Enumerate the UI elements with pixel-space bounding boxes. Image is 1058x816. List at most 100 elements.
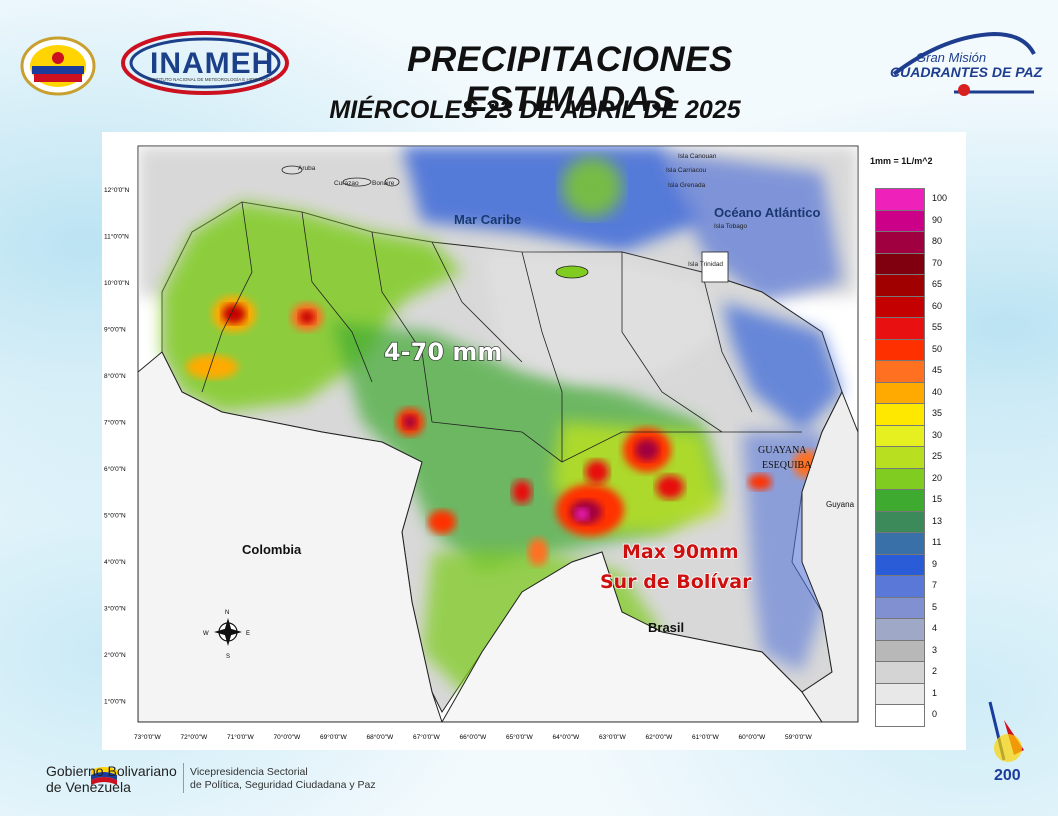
legend-swatch: 40: [875, 381, 942, 403]
label-esequiba: ESEQUIBA: [762, 460, 812, 471]
gobierno-flag-logo: [91, 767, 117, 785]
legend-swatch: 0: [875, 704, 937, 727]
label-canouan: Isla Canouan: [678, 153, 717, 160]
lon-tick-label: 70°0'0"W: [274, 733, 302, 741]
label-bonaire: Bonaire: [372, 180, 395, 187]
lon-tick-label: 60°0'0"W: [739, 733, 767, 741]
precipitation-map: Mar Caribe Océano Atlántico Colombia Bra…: [102, 132, 966, 750]
lon-tick-label: 73°0'0"W: [134, 733, 162, 741]
lon-tick-label: 62°0'0"W: [646, 733, 674, 741]
footer-separator: [183, 763, 184, 793]
longitude-ticks: 73°0'0"W 72°0'0"W 71°0'0"W 70°0'0"W 69°0'0"W…: [134, 733, 813, 741]
latitude-ticks: 12°0'0"N 11°0'0"N 10°0'0"N 9°0'0"N 8°0'0"N 7°…: [104, 186, 130, 706]
lat-tick-label: 6°0'0"N: [104, 465, 126, 473]
legend-swatch: 4: [875, 618, 937, 640]
legend-label: 4: [932, 623, 938, 633]
legend-swatch: 65: [875, 274, 942, 296]
svg-text:200: 200: [994, 767, 1021, 784]
label-mar-caribe: Mar Caribe: [454, 212, 521, 227]
legend-swatch: 80: [875, 231, 942, 253]
cuadrantes-logo-line1: Gran Misión: [916, 50, 987, 65]
compass-w: W: [203, 631, 209, 637]
guyana-area: [801, 390, 858, 722]
legend-label: 5: [932, 601, 938, 612]
legend-swatch: 15: [875, 489, 942, 511]
compass-rose: N S E W: [203, 610, 250, 660]
hotspot-zulia: [222, 304, 246, 324]
label-carriacou: Isla Carriacou: [666, 167, 706, 174]
state-boundaries: [201, 201, 802, 463]
label-tobago: Isla Tobago: [714, 223, 748, 230]
legend-label: 15: [932, 494, 943, 504]
lat-tick-label: 1°0'0"N: [104, 698, 126, 706]
legend-swatch: 11: [875, 532, 941, 554]
legend-swatch: 70: [875, 252, 942, 274]
map-canvas: Mar Caribe Océano Atlántico Colombia Bra…: [104, 145, 859, 741]
legend-label: 3: [932, 644, 938, 655]
legend-swatch: 45: [875, 360, 942, 382]
page-date: MIÉRCOLES 23 DE ABRIL DE 2025: [329, 96, 741, 124]
legend-swatch: 5: [875, 596, 937, 618]
legend-label: 30: [932, 429, 943, 440]
footer-vice-line1: Vicepresidencia Sectorial: [190, 766, 308, 778]
label-curazao: Curazao: [334, 180, 359, 187]
inameh-logo: [121, 31, 289, 95]
lon-tick-label: 63°0'0"W: [599, 733, 627, 741]
lon-tick-label: 68°0'0"W: [367, 733, 395, 741]
lat-tick-label: 4°0'0"N: [104, 558, 126, 566]
compass-e: E: [246, 631, 250, 637]
lon-tick-label: 65°0'0"W: [506, 733, 534, 741]
lon-tick-label: 67°0'0"W: [413, 733, 441, 741]
legend-label: 70: [932, 257, 943, 268]
legend-swatch: 13: [875, 510, 942, 532]
lat-tick-label: 3°0'0"N: [104, 605, 126, 613]
legend-swatch: 20: [875, 467, 942, 489]
legend-label: 20: [932, 472, 943, 483]
label-oceano-atlantico: Océano Atlántico: [714, 205, 820, 220]
annotation-max: Max 90mm: [622, 541, 739, 563]
label-brasil: Brasil: [648, 620, 684, 635]
legend-label: 11: [932, 537, 942, 547]
legend-label: 35: [932, 408, 943, 418]
label-trinidad: Isla Trinidad: [688, 261, 723, 268]
lat-tick-label: 7°0'0"N: [104, 419, 126, 427]
annotation-sur-bolivar: Sur de Bolívar: [600, 571, 752, 593]
lat-tick-label: 8°0'0"N: [104, 372, 126, 380]
legend-label: 9: [932, 558, 938, 569]
lon-tick-label: 66°0'0"W: [460, 733, 488, 741]
legend-label: 45: [932, 365, 943, 375]
legend-swatch: 50: [875, 338, 942, 360]
lat-tick-label: 10°0'0"N: [104, 279, 130, 287]
compass-n: N: [225, 610, 229, 616]
legend-label: 1: [932, 687, 938, 698]
legend-label: 50: [932, 343, 943, 354]
colombia-area: [138, 351, 443, 722]
legend-label: 55: [932, 322, 943, 332]
legend-swatch: 7: [875, 575, 937, 597]
legend-label: 13: [932, 515, 943, 526]
legend-label: 7: [932, 580, 938, 590]
legend-label: 0: [932, 709, 938, 719]
lon-tick-label: 59°0'0"W: [785, 733, 813, 741]
label-colombia: Colombia: [242, 542, 302, 557]
footer-gobierno-line1: Gobierno Bolivariano: [46, 763, 177, 779]
label-guyana: Guyana: [826, 500, 855, 509]
label-grenada: Isla Grenada: [668, 182, 706, 189]
lon-tick-label: 64°0'0"W: [553, 733, 581, 741]
legend-swatch: 3: [875, 639, 937, 661]
legend-title: 1mm = 1L/m^2: [870, 156, 933, 166]
lon-tick-label: 71°0'0"W: [227, 733, 255, 741]
compass-s: S: [226, 654, 230, 660]
lon-tick-label: 69°0'0"W: [320, 733, 348, 741]
legend-label: 80: [932, 236, 943, 246]
legend-label: 90: [932, 214, 943, 225]
legend-swatch: 1: [875, 682, 937, 704]
annotation-range: 4-70 mm: [384, 338, 502, 366]
lon-tick-label: 61°0'0"W: [692, 733, 720, 741]
legend-swatch: 30: [875, 424, 942, 446]
label-guayana: GUAYANA: [758, 445, 807, 456]
legend-swatch: 90: [875, 209, 942, 231]
footer-vice-line2: de Política, Seguridad Ciudadana y Paz: [190, 779, 376, 791]
legend-label: 25: [932, 451, 943, 461]
legend-label: 2: [932, 666, 938, 676]
